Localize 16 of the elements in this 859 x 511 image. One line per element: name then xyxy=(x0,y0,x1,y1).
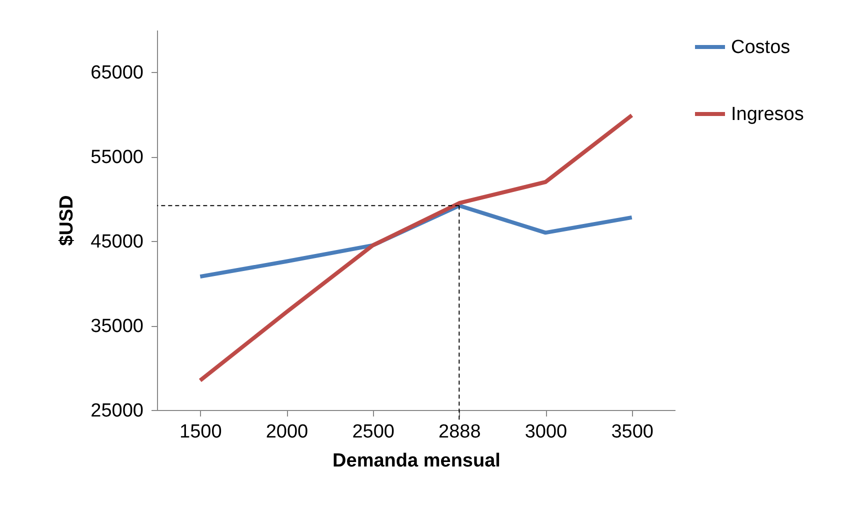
line-series xyxy=(198,113,634,382)
x-axis-title: Demanda mensual xyxy=(332,450,500,472)
y-axis-title: $USD xyxy=(56,195,78,246)
x-tick-label: 2500 xyxy=(352,422,394,442)
legend-label: Costos xyxy=(731,37,790,58)
y-tick-label: 25000 xyxy=(90,400,144,422)
x-tick-label: 2000 xyxy=(266,422,308,442)
y-tick-label: 55000 xyxy=(90,147,144,168)
x-tick-label: 2888 xyxy=(438,422,481,442)
y-tick-label: 35000 xyxy=(90,316,144,338)
y-tick-label: 45000 xyxy=(90,232,144,253)
x-tick-label: 3500 xyxy=(611,422,654,442)
x-tick-label: 3000 xyxy=(524,422,568,442)
legend-label: Ingresos xyxy=(731,104,804,125)
x-tick-label: 1500 xyxy=(180,422,222,442)
y-tick-label: 65000 xyxy=(90,62,144,84)
